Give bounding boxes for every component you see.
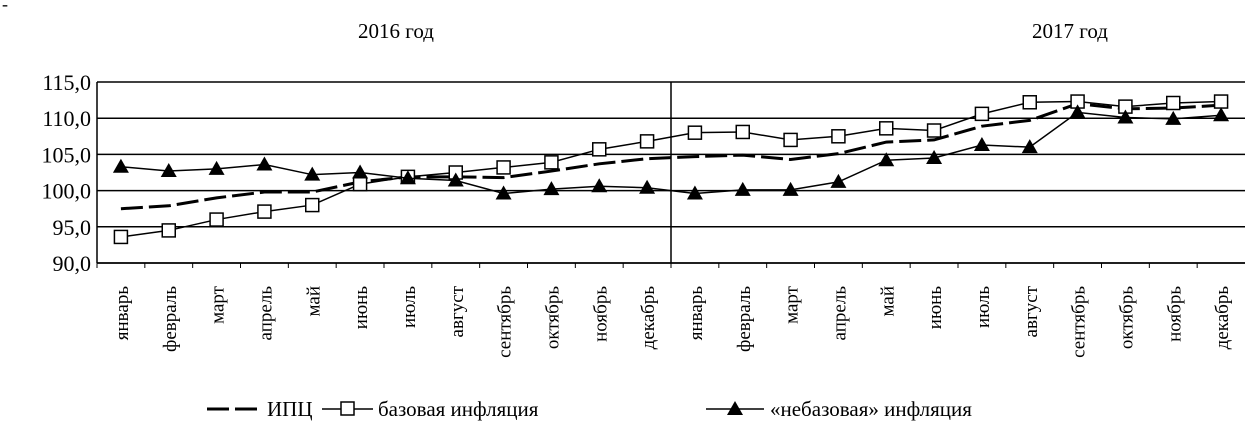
square-point bbox=[926, 123, 942, 138]
triangle-point bbox=[1165, 110, 1182, 125]
square-point bbox=[1213, 94, 1229, 109]
triangle-point bbox=[878, 152, 895, 167]
square-point bbox=[974, 106, 990, 122]
legend-core-marker bbox=[340, 401, 355, 416]
triangle-point bbox=[112, 158, 129, 173]
legend-noncore-marker bbox=[727, 401, 743, 415]
triangle-point bbox=[1021, 139, 1038, 154]
x-tick-label: июнь bbox=[351, 286, 372, 330]
square-point bbox=[496, 160, 511, 175]
x-tick-label: февраль bbox=[160, 286, 181, 352]
y-tick-label: 115,0 bbox=[42, 70, 91, 95]
x-tick-label: апрель bbox=[255, 286, 276, 341]
triangle-point bbox=[1069, 104, 1086, 119]
x-tick-label: май bbox=[303, 286, 324, 317]
triangle-point bbox=[256, 156, 273, 171]
square-point bbox=[161, 223, 176, 238]
series-line-3 bbox=[120, 111, 1222, 195]
y-tick-label: 105,0 bbox=[42, 142, 92, 167]
square-point bbox=[831, 129, 846, 144]
x-tick-label: сентябрь bbox=[1069, 286, 1090, 358]
triangle-point bbox=[160, 163, 177, 178]
x-tick-label: февраль bbox=[734, 286, 755, 352]
year-label-2016: 2016 год bbox=[358, 19, 434, 43]
triangle-point bbox=[352, 164, 369, 179]
y-tick-label: 95,0 bbox=[53, 215, 92, 240]
triangle-point bbox=[1117, 109, 1134, 124]
x-tick-label: декабрь bbox=[1212, 286, 1233, 350]
legend-cpi-label: ИПЦ bbox=[267, 397, 313, 421]
x-tick-label: октябрь bbox=[1116, 286, 1137, 349]
x-tick-label: апрель bbox=[829, 286, 850, 341]
triangle-point bbox=[830, 173, 847, 188]
triangle-point bbox=[304, 166, 321, 181]
x-tick-label: март bbox=[782, 285, 803, 324]
y-tick-label: 100,0 bbox=[42, 179, 92, 204]
square-point bbox=[687, 125, 703, 140]
x-tick-label: июль bbox=[973, 286, 994, 328]
triangle-point bbox=[495, 185, 512, 200]
x-tick-label: март bbox=[208, 285, 229, 324]
y-tick-label: 110,0 bbox=[42, 106, 91, 131]
legend-noncore-label: «небазовая» инфляция bbox=[770, 397, 972, 421]
square-point bbox=[592, 142, 607, 157]
triangle-point bbox=[447, 172, 464, 187]
square-point bbox=[209, 212, 224, 227]
x-tick-label: январь bbox=[112, 286, 133, 341]
square-point bbox=[783, 132, 798, 148]
x-tick-label: январь bbox=[686, 286, 707, 341]
triangle-point bbox=[782, 181, 799, 196]
square-point bbox=[879, 121, 894, 136]
x-tick-label: ноябрь bbox=[1164, 286, 1185, 342]
x-tick-label: август bbox=[1021, 285, 1042, 337]
triangle-point bbox=[926, 150, 943, 165]
x-tick-label: август bbox=[447, 285, 468, 337]
triangle-point bbox=[543, 181, 560, 196]
x-tick-label: июнь bbox=[925, 286, 946, 330]
triangle-point bbox=[399, 170, 416, 185]
x-tick-label: сентябрь bbox=[495, 286, 516, 358]
square-point bbox=[544, 155, 559, 170]
square-point bbox=[735, 124, 750, 140]
x-tick-label: октябрь bbox=[542, 286, 563, 349]
series-line-2 bbox=[120, 100, 1222, 238]
y-tick-label: 90,0 bbox=[53, 251, 92, 276]
x-tick-label: ноябрь bbox=[590, 286, 611, 342]
square-point bbox=[352, 176, 368, 192]
triangle-point bbox=[686, 185, 703, 200]
legend-core-label: базовая инфляция bbox=[378, 397, 539, 421]
square-point bbox=[113, 229, 129, 245]
series-line-1 bbox=[120, 102, 1222, 211]
triangle-point bbox=[591, 178, 608, 193]
x-tick-label: декабрь bbox=[638, 286, 659, 350]
triangle-point bbox=[639, 179, 656, 194]
square-point bbox=[257, 204, 272, 219]
square-point bbox=[305, 197, 320, 213]
x-tick-label: июль bbox=[399, 286, 420, 328]
year-label-2017: 2017 год bbox=[1032, 19, 1108, 43]
top-left-dash: - bbox=[2, 0, 8, 14]
x-tick-label: май bbox=[877, 286, 898, 317]
square-point bbox=[1022, 95, 1037, 110]
triangle-point bbox=[734, 181, 751, 196]
triangle-point bbox=[1213, 107, 1230, 122]
square-point bbox=[1166, 95, 1181, 111]
triangle-point bbox=[973, 136, 990, 151]
triangle-point bbox=[208, 160, 225, 175]
square-point bbox=[639, 134, 655, 149]
